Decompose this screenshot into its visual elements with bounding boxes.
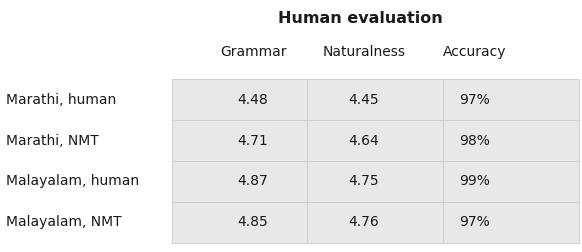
FancyBboxPatch shape [443,161,579,202]
FancyBboxPatch shape [307,202,443,243]
FancyBboxPatch shape [172,120,307,161]
Text: 4.64: 4.64 [349,134,379,148]
Text: Naturalness: Naturalness [322,45,405,59]
Text: 97%: 97% [459,215,489,229]
Text: Malayalam, NMT: Malayalam, NMT [6,215,122,229]
Text: Marathi, human: Marathi, human [6,93,116,107]
Text: 4.48: 4.48 [238,93,268,107]
FancyBboxPatch shape [172,202,307,243]
Text: 4.75: 4.75 [349,174,379,188]
FancyBboxPatch shape [443,202,579,243]
FancyBboxPatch shape [172,79,307,120]
Text: Malayalam, human: Malayalam, human [6,174,139,188]
Text: 4.45: 4.45 [349,93,379,107]
Text: 4.87: 4.87 [238,174,268,188]
FancyBboxPatch shape [443,120,579,161]
Text: 4.71: 4.71 [238,134,268,148]
FancyBboxPatch shape [307,161,443,202]
FancyBboxPatch shape [443,79,579,120]
FancyBboxPatch shape [307,120,443,161]
Text: 97%: 97% [459,93,489,107]
Text: 98%: 98% [459,134,490,148]
FancyBboxPatch shape [307,79,443,120]
Text: Marathi, NMT: Marathi, NMT [6,134,98,148]
Text: 99%: 99% [459,174,490,188]
Text: 4.76: 4.76 [349,215,379,229]
Text: Human evaluation: Human evaluation [278,11,443,26]
Text: 4.85: 4.85 [238,215,268,229]
Text: Grammar: Grammar [220,45,286,59]
Text: Accuracy: Accuracy [442,45,506,59]
FancyBboxPatch shape [172,161,307,202]
